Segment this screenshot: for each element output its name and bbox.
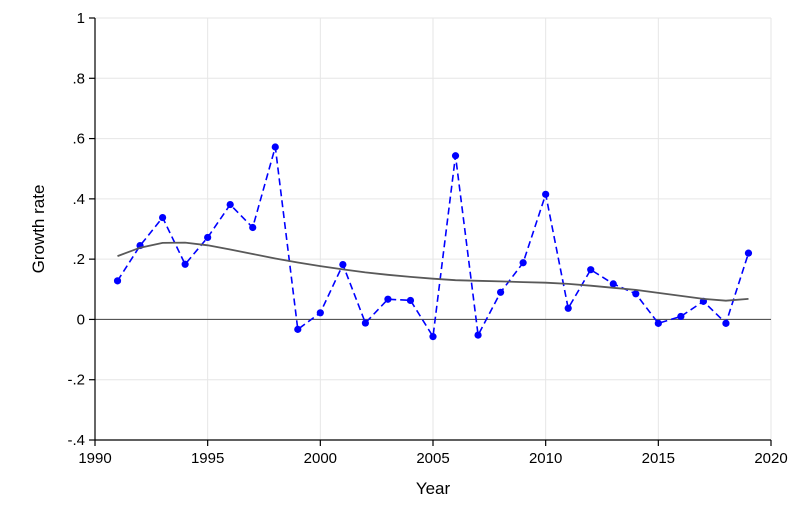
data-point (113, 277, 122, 285)
data-point (249, 223, 257, 232)
data-point (609, 280, 617, 288)
data-point (294, 325, 302, 333)
y-tick-label: -.2 (67, 372, 85, 389)
data-point (339, 260, 347, 269)
data-point (361, 319, 369, 327)
data-point (159, 213, 167, 222)
data-point (542, 190, 550, 198)
data-point (451, 152, 460, 160)
y-tick-label: .6 (72, 131, 85, 148)
y-tick-label: 1 (77, 10, 85, 27)
trend-line (117, 241, 749, 302)
data-point (564, 304, 572, 312)
x-tick-label: 2005 (416, 450, 449, 467)
data-point (632, 290, 640, 298)
x-tick-label: 1990 (78, 450, 111, 467)
x-axis-title: Year (416, 479, 451, 498)
data-point (654, 319, 662, 327)
data-point (384, 295, 392, 303)
y-tick-label: .8 (72, 70, 85, 87)
growth-rate-line (116, 146, 750, 339)
data-point (181, 260, 189, 268)
y-axis-title: Growth rate (29, 185, 48, 274)
x-tick-label: 2000 (304, 450, 337, 467)
series (113, 143, 753, 341)
data-point (406, 296, 415, 305)
data-point (474, 331, 482, 339)
data-point (429, 333, 437, 341)
data-point (677, 312, 685, 321)
data-point (316, 309, 324, 317)
data-point (204, 233, 212, 242)
data-point (587, 266, 595, 274)
x-tick-label: 1995 (191, 450, 224, 467)
grid (94, 17, 772, 441)
data-point (271, 143, 279, 151)
y-tick-label: 0 (77, 311, 85, 328)
data-point (722, 319, 730, 327)
x-tick-label: 2010 (529, 450, 562, 467)
axes: -.4 -.2 0 .2 .4 .6 .8 1 1990 1995 2000 2005 2010 2015… (67, 10, 787, 467)
x-tick-label: 2015 (642, 450, 675, 467)
y-tick-label: -.4 (67, 432, 85, 449)
y-tick-label: .4 (72, 191, 85, 208)
x-tick-label: 2020 (754, 450, 787, 467)
data-point (519, 259, 527, 267)
data-point (226, 200, 234, 209)
data-point (497, 288, 505, 296)
data-point (744, 249, 753, 257)
y-tick-label: .2 (72, 251, 85, 268)
